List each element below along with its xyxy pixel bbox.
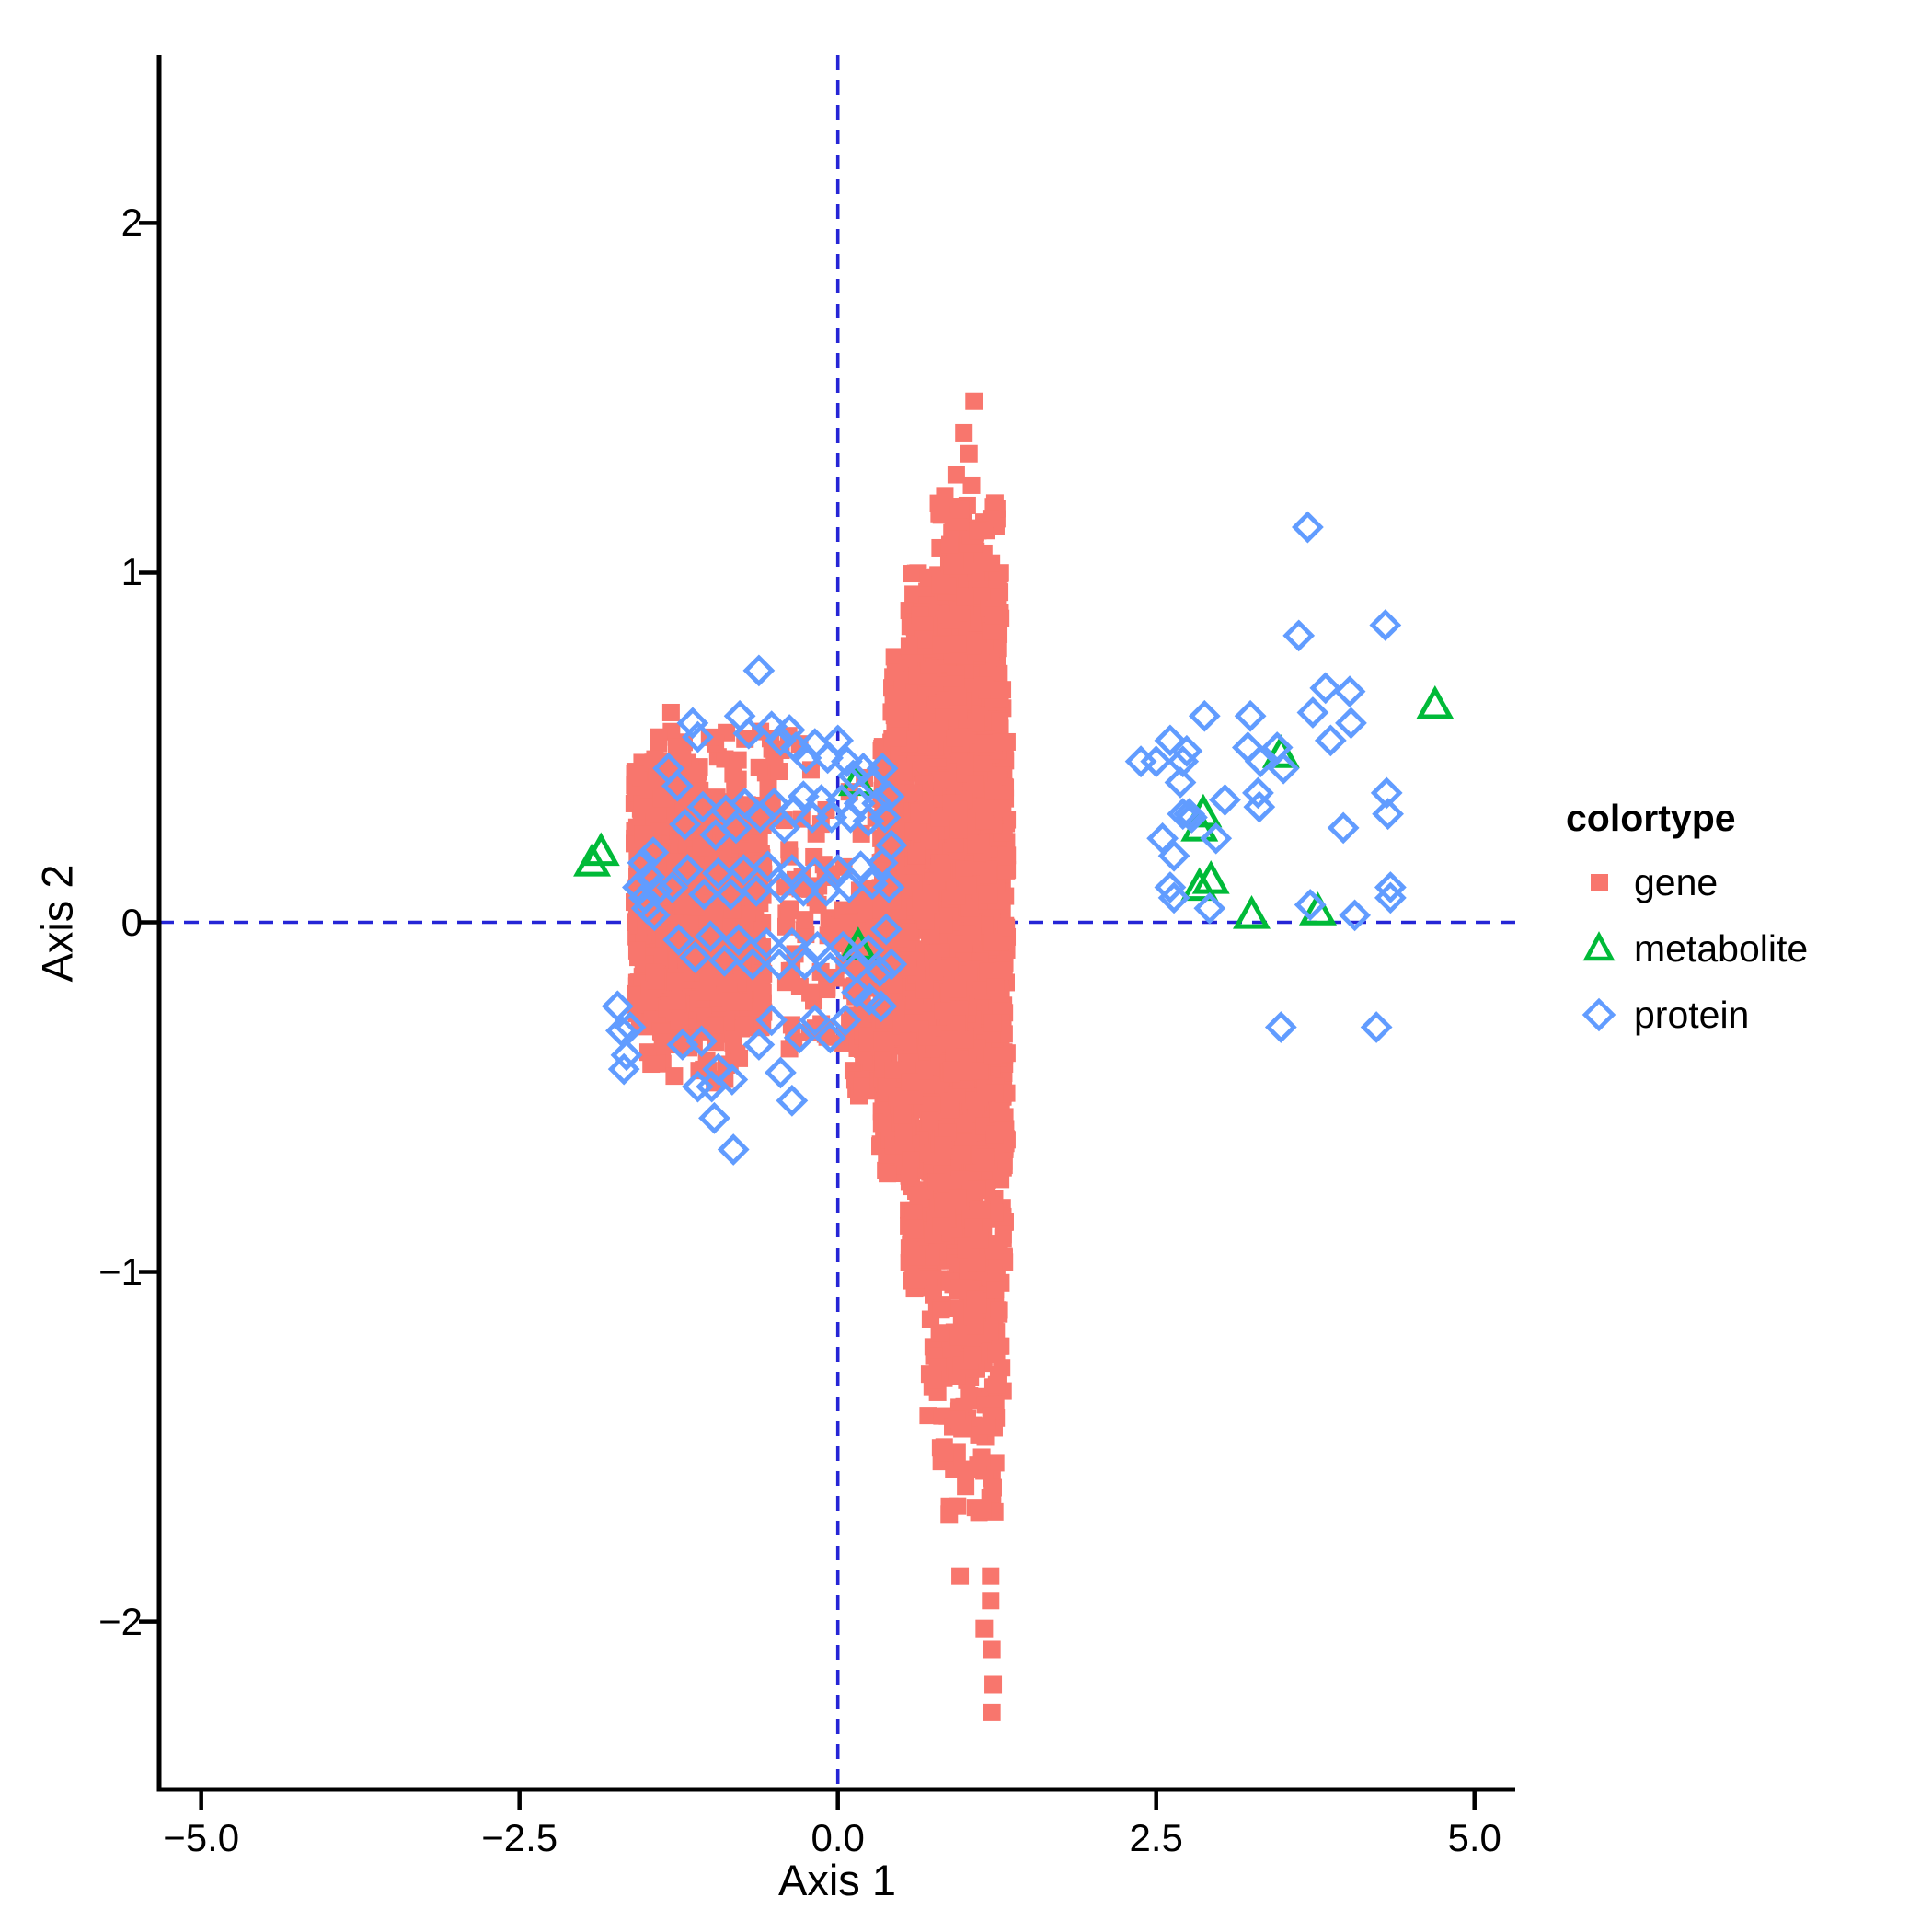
open-triangle-icon [1582,931,1616,961]
y-tick-label: 2 [121,201,143,245]
legend-entry-protein: protein [1566,993,1808,1036]
x-tick-label: 2.5 [1129,1816,1183,1859]
x-tick-label: −2.5 [481,1816,558,1859]
legend-title: colortype [1566,797,1736,839]
legend-label: metabolite [1634,926,1809,970]
legend-label: protein [1634,993,1750,1036]
y-tick-label: −1 [98,1249,143,1294]
filled-square-icon [1591,874,1608,891]
y-axis-title: Axis 2 [32,864,82,983]
x-tick-label: −5.0 [163,1816,240,1859]
legend-entry-metabolite: metabolite [1566,926,1809,970]
x-tick-label: 0.0 [811,1816,865,1859]
legend-label: gene [1634,860,1719,903]
x-axis-title: Axis 1 [778,1856,896,1904]
x-tick-label: 5.0 [1447,1816,1501,1859]
open-diamond-icon [1581,997,1616,1032]
legend-entry-gene: gene [1566,860,1808,903]
y-tick-label: 1 [121,550,143,594]
legend: colortype gene metabolite protein [1566,797,1808,1061]
y-tick-label: 0 [121,900,143,944]
y-tick-label: −2 [98,1599,143,1643]
